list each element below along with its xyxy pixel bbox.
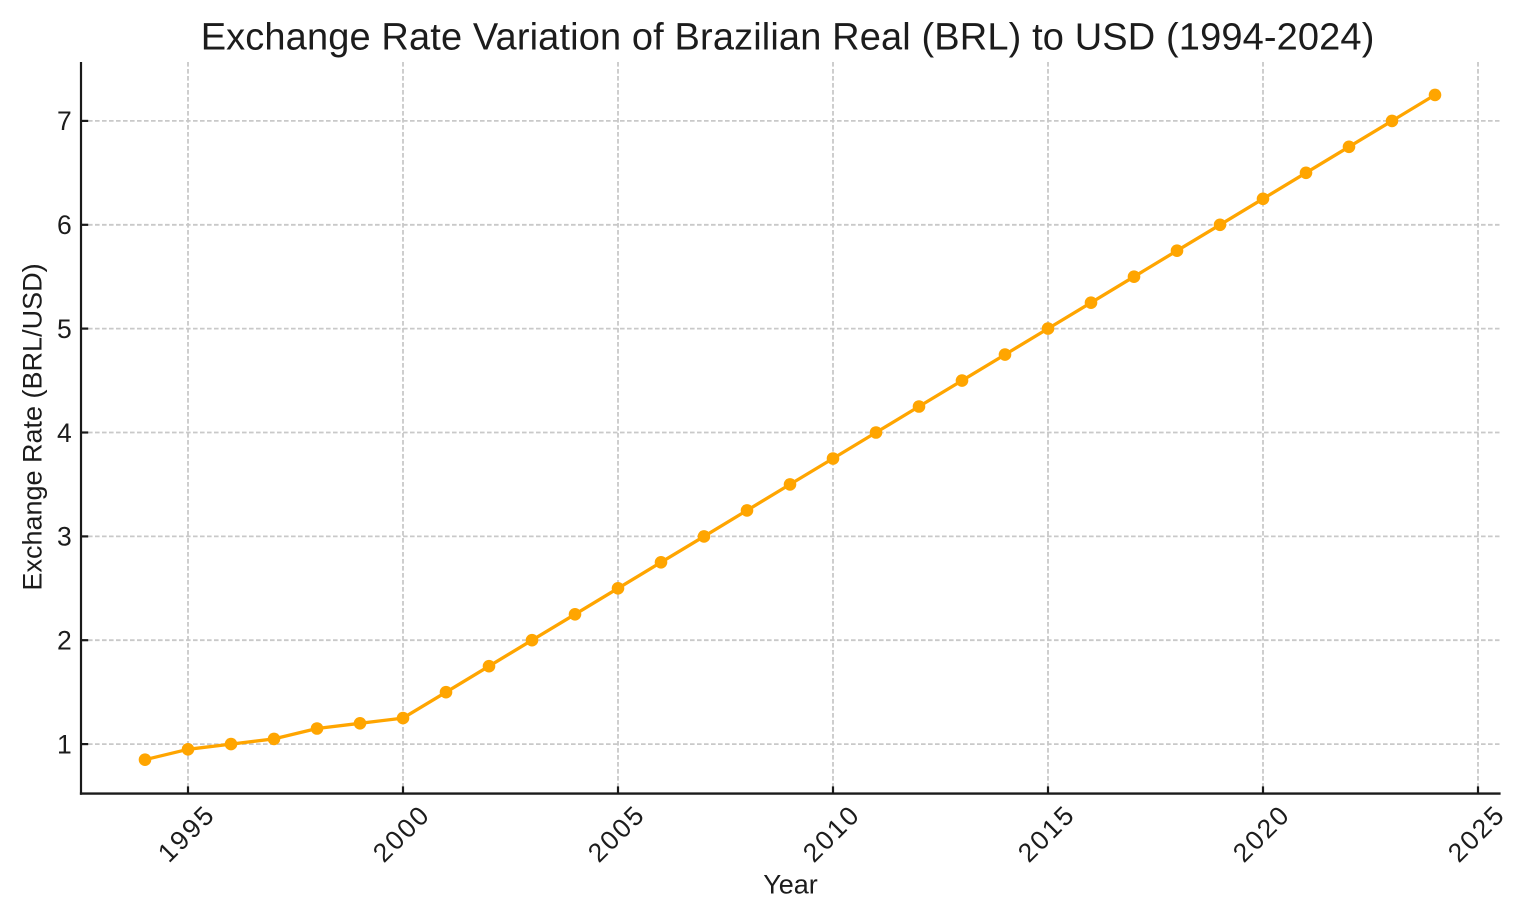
svg-text:Exchange Rate Variation of Bra: Exchange Rate Variation of Brazilian Rea… — [201, 17, 1375, 59]
svg-text:Year: Year — [763, 870, 818, 900]
svg-text:7: 7 — [57, 106, 74, 136]
svg-text:Exchange Rate (BRL/USD): Exchange Rate (BRL/USD) — [18, 263, 48, 590]
svg-text:4: 4 — [57, 418, 74, 448]
svg-text:5: 5 — [57, 314, 74, 344]
svg-text:1: 1 — [57, 729, 74, 759]
svg-text:3: 3 — [57, 522, 74, 552]
svg-text:6: 6 — [57, 210, 74, 240]
svg-text:2: 2 — [57, 626, 74, 656]
